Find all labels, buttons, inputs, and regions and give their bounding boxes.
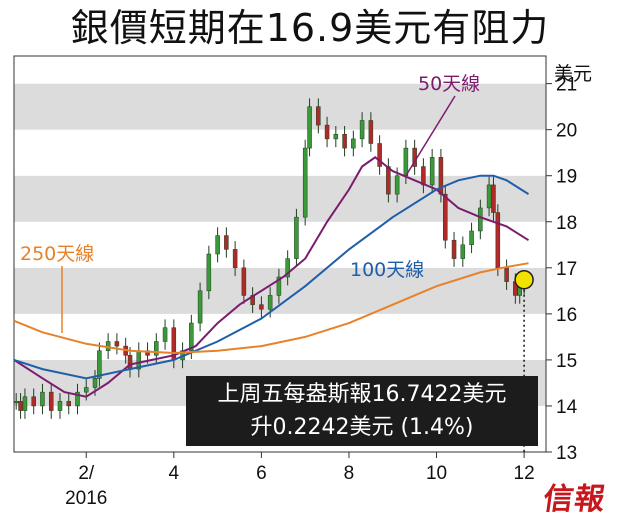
candle-body [241,267,247,296]
series-line [13,174,530,380]
candle-body [40,391,45,407]
publisher-logo: 信報 [541,482,608,517]
candle-body [48,391,54,411]
candle-body [18,401,23,411]
candle-body [83,387,89,393]
y-tick-label: 16 [556,305,577,326]
candle-body [13,401,19,404]
x-tick-label: 10 [426,463,447,484]
annotation-250-day: 250天線 [20,243,94,265]
grid-band [14,175,546,222]
candle-body [307,106,312,149]
grid-band [14,56,546,84]
candle-body [451,239,457,259]
annotation-100-day: 100天線 [350,259,424,281]
candle-body [206,253,212,292]
x-axis: 2/2016 4 6 8 10 12 [65,452,535,509]
candle-body [359,120,365,140]
x-tick-sublabel: 2016 [65,488,107,509]
y-tick-label: 17 [556,259,577,280]
y-tick-label: 14 [556,397,578,418]
candle-body [333,134,339,140]
candle-body [491,184,496,213]
candle-body [189,322,194,351]
marker-dot [514,270,534,290]
candle-body [127,355,133,370]
y-tick-label: 13 [556,443,577,464]
candle-body [97,350,102,379]
candle-body [66,401,71,407]
candle-body [75,391,80,407]
y-tick-label: 19 [556,167,577,188]
annotation-leader [405,95,456,177]
callout-line-1: 上周五每盎斯報16.7422美元 [217,382,507,407]
y-axis-unit: 美元 [554,63,592,85]
candle-body [495,212,501,269]
candle-body [368,120,374,144]
candle-body [394,175,400,195]
y-tick-label: 15 [556,351,577,372]
candle-body [154,341,159,356]
candle-body [386,166,391,195]
candle-body [285,258,290,278]
grid-band [14,313,546,360]
x-tick-label: 4 [169,463,180,484]
candle-body [469,230,474,246]
candle-body [377,143,382,167]
moving-average-lines [13,156,530,398]
candle-body [232,249,238,269]
page-title: 銀價短期在16.9美元有阻力 [70,6,550,50]
candle-body [351,138,356,149]
candle-body [215,235,220,255]
series-line [13,156,530,398]
series-line [13,262,529,355]
grid-band [14,221,546,268]
x-tick-label: 8 [344,463,355,484]
candle-body [31,396,36,407]
candle-body [294,216,299,259]
candle-body [316,106,321,126]
candle-body [478,207,483,232]
candle-body [443,193,448,241]
line-annotations: 50天線 100天線 250天線 [20,73,480,333]
candle-body [57,401,63,411]
x-tick-label: 12 [514,463,535,484]
candle-body [324,124,330,140]
candle-body [92,378,98,388]
candle-body [224,235,229,250]
price-candles [13,98,527,419]
y-tick-label: 20 [556,121,577,142]
candle-body [276,276,282,296]
x-tick-label: 2/ [78,463,95,484]
candle-body [403,147,409,176]
candle-body [267,295,273,310]
candle-body [22,396,28,411]
x-tick-label: 6 [256,463,267,484]
candle-body [197,290,203,324]
candle-body [259,304,264,310]
plot-frame [13,55,547,453]
price-callout: 上周五每盎斯報16.7422美元 升0.2242美元 (1.4%) [186,376,538,446]
y-tick-label: 18 [556,213,577,234]
candle-body [302,147,308,218]
candle-body [342,134,347,149]
callout-line-2: 升0.2242美元 (1.4%) [250,415,474,440]
y-tick-label: 21 [556,75,577,96]
candle-body [504,267,509,282]
candle-body [486,184,492,209]
grid-band [14,83,546,130]
annotation-50-day: 50天線 [418,73,480,95]
candle-body [162,327,168,342]
candle-body [460,244,466,259]
candle-body [114,341,120,347]
candle-body [429,157,435,186]
candle-body [421,166,426,186]
grid-band [14,129,546,176]
